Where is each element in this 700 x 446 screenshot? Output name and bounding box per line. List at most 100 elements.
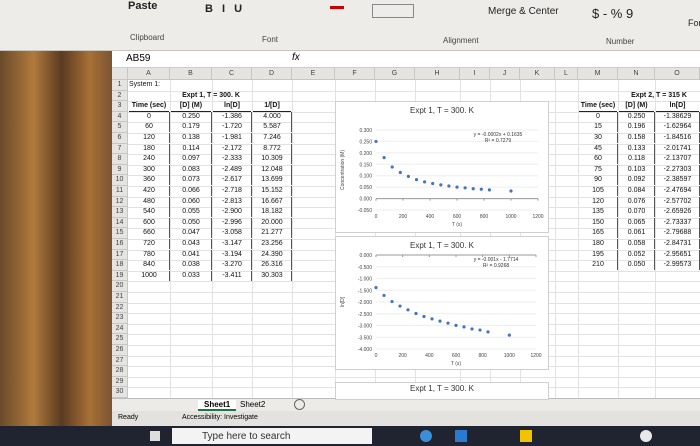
cell: -1.84516 [656,133,700,143]
row-header: 2 [112,90,128,102]
font-style-buttons[interactable]: B I U [205,3,246,15]
column-header: B [170,68,212,80]
row-header: 8 [112,154,128,165]
chart: Expt 1, T = 300. K 0.000 -0.500 -1.000 -1.50… [335,236,549,370]
cell: 0.250 [619,111,655,122]
data-point [382,156,386,160]
cell: -3.411 [213,270,252,281]
data-point [438,319,442,323]
taskbar-icon[interactable] [640,430,652,442]
format-button[interactable]: For [688,18,700,28]
data-point [507,333,511,337]
taskbar-icon[interactable] [455,430,467,442]
align-icons[interactable] [372,4,414,18]
start-button[interactable] [150,431,160,441]
chart-svg: Expt 1, T = 300. K 0.000 -0.500 -1.000 -1.50… [340,241,542,367]
cell: -2.813 [213,196,252,207]
cell: 840 [129,260,170,271]
row-header: 15 [112,228,128,239]
cell: 0.047 [171,228,212,239]
cell: 0 [579,111,618,122]
cell: 0.118 [619,154,655,165]
data-point [414,311,418,316]
search-box[interactable]: Type here to search [172,428,372,444]
cell: 0.138 [171,133,212,143]
x-tick-label: 1000 [505,214,516,220]
number-format[interactable]: $ - % 9 [592,6,634,21]
paste-button[interactable]: Paste [128,0,158,12]
cell: 0.055 [171,207,212,218]
trendline-r2: R² = 0.7279 [485,138,511,144]
cell: -2.38597 [656,175,700,186]
data-point [423,180,427,184]
name-box[interactable]: AB59 [126,53,151,64]
cell: 0.250 [171,111,212,122]
y-tick-label: 0.250 [359,139,372,145]
merge-button[interactable]: Merge & Center [488,6,559,17]
cell: 4.000 [253,111,292,122]
cell: Time (sec) [129,101,169,113]
x-tick-label: 0 [375,353,378,359]
y-tick-label: -1.000 [358,277,372,283]
accessibility-status[interactable]: Accessibility: Investigate [182,414,258,421]
sheet-tab[interactable]: Sheet1 [198,400,237,411]
data-point [422,314,426,319]
cell: 0.097 [171,154,212,165]
y-tick-label: -3.000 [358,324,372,330]
row-header: 30 [112,387,128,398]
cell: -1.981 [213,133,252,143]
y-tick-label: 0.200 [359,151,372,157]
cell: 18.182 [253,207,292,218]
column-header: K [520,68,555,80]
cell: 480 [129,196,170,207]
group-label: Number [606,37,635,46]
cell: 360 [129,175,170,186]
group-label: Alignment [443,36,479,45]
column-header: O [655,68,700,80]
cell: 45 [579,143,618,154]
row-header: 23 [112,313,128,324]
data-point [374,285,378,290]
cell: 600 [129,217,170,228]
cell: -2.900 [213,207,252,218]
y-tick-label: 0.100 [359,174,372,180]
cell: 8.772 [253,143,292,154]
gridline [578,80,579,398]
taskbar-icon[interactable] [520,430,532,442]
cell: 30.303 [253,270,292,281]
gridline [655,80,656,398]
cell: -3.147 [213,239,252,249]
sheet-tab[interactable]: Sheet2 [240,400,266,409]
cell: 0.114 [171,143,212,154]
cell: -1.386 [213,111,252,122]
cell: 0.179 [171,122,212,133]
row-header: 21 [112,292,128,303]
row-header: 1 [112,80,128,91]
row-header: 26 [112,345,128,356]
row-header: 13 [112,207,128,218]
cell: 10.309 [253,154,292,165]
taskbar-icon[interactable] [420,430,432,442]
data-point [471,187,475,191]
gridline [170,80,171,398]
cell: -2.718 [213,186,252,196]
chart: Expt 1, T = 300. K [335,382,549,400]
chart-svg: Expt 1, T = 300. K 0.300 0.250 0.200 0.150 0.… [340,106,544,228]
cell: -3.058 [213,228,252,239]
column-header: D [252,68,292,80]
add-sheet-button[interactable] [294,399,305,410]
x-axis-label: T (s) [452,222,463,228]
cell: Expt 1, T = 300. K [182,91,240,99]
cell: 0.041 [171,249,212,260]
formula-bar: AB59 fx [112,51,700,68]
data-point [487,188,491,192]
data-point [447,184,451,188]
data-point [430,317,434,321]
status-bar: Ready Accessibility: Investigate [112,411,700,426]
cell: 60 [579,154,618,165]
cell: -2.57702 [656,196,700,207]
cell: -2.73337 [656,217,700,228]
cell: 0.133 [619,143,655,154]
row-header: 14 [112,217,128,229]
